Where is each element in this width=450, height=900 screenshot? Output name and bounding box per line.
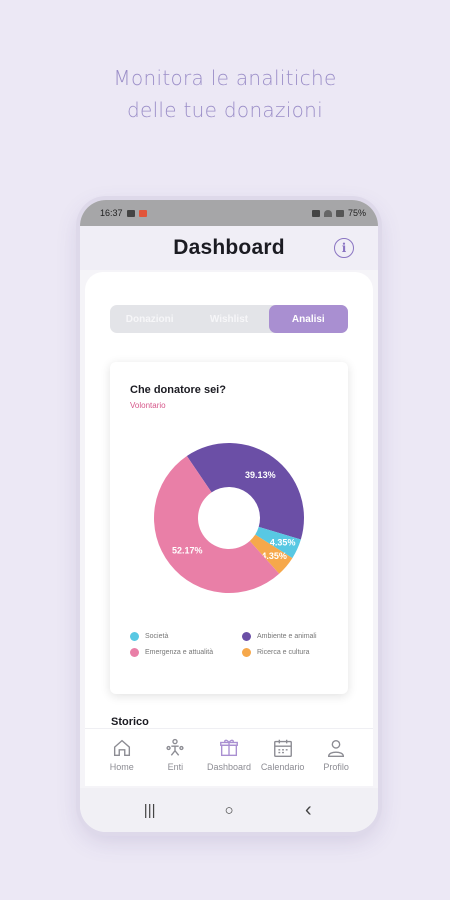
- info-icon[interactable]: i: [334, 238, 354, 258]
- tab-dashboard[interactable]: Dashboard: [202, 729, 256, 786]
- donut-slice-ambiente-e-animali[interactable]: [186, 443, 304, 540]
- tab-enti[interactable]: Enti: [149, 729, 203, 786]
- people-icon: [166, 738, 184, 756]
- tab-analisi[interactable]: Analisi: [268, 305, 348, 333]
- system-nav-bar: ||| ○ ‹: [80, 788, 378, 832]
- promo-line-1: Monitora le analitiche: [113, 66, 337, 90]
- user-icon: [328, 739, 345, 757]
- legend-item: Società: [130, 632, 168, 641]
- tab-enti-label: Enti: [167, 762, 184, 772]
- legend-swatch: [130, 648, 139, 657]
- status-bar: 16:37 75%: [80, 200, 378, 226]
- segmented-control: Donazioni Wishlist Analisi: [110, 305, 348, 333]
- status-time: 16:37: [100, 208, 123, 218]
- donut-label-1: 4.35%: [270, 537, 296, 547]
- app-header: Dashboard i: [80, 226, 378, 270]
- donut-slice-societ-[interactable]: [255, 526, 301, 559]
- card-subtitle: Volontario: [130, 401, 166, 410]
- legend-item: Emergenza e attualità: [130, 648, 213, 657]
- legend-swatch: [130, 632, 139, 641]
- battery-level: 75%: [347, 208, 366, 218]
- notification-icon: [126, 209, 135, 217]
- legend-label: Ambiente e animali: [257, 633, 317, 640]
- home-icon: [113, 739, 130, 757]
- card-title: Che donatore sei?: [130, 384, 226, 396]
- tab-dashboard-label: Dashboard: [206, 762, 251, 772]
- back-button[interactable]: ‹: [304, 798, 312, 821]
- phone-frame: 16:37 75% Dashboard i Donazioni Wishlist…: [80, 200, 378, 832]
- tab-home[interactable]: Home: [95, 729, 149, 786]
- tab-profilo-label: Profilo: [323, 762, 349, 772]
- donut-chart: 39.13% 4.35% 4.35% 52.17%: [154, 443, 304, 593]
- gift-icon: [220, 739, 238, 757]
- bottom-tab-bar: Home Enti Dashboard Calendario Profilo: [85, 728, 373, 786]
- tab-calendario[interactable]: Calendario: [256, 729, 310, 786]
- donut-label-2: 4.35%: [261, 551, 287, 561]
- donut-label-0: 39.13%: [245, 470, 276, 480]
- legend-item: Ricerca e cultura: [242, 648, 310, 657]
- legend-label: Ricerca e cultura: [257, 649, 310, 656]
- alarm-icon: [311, 209, 320, 217]
- donut-slice-ricerca-e-cultura[interactable]: [249, 534, 293, 574]
- donor-type-card: Che donatore sei? Volontario 39.13% 4.35%…: [110, 362, 348, 694]
- signal-icon: [335, 209, 344, 217]
- promo-headline: Monitora le analitiche delle tue donazio…: [0, 62, 450, 126]
- promo-line-2: delle tue donazioni: [126, 98, 324, 122]
- donut-slice-emergenza-e-attualit-[interactable]: [154, 455, 280, 593]
- home-button[interactable]: ○: [224, 801, 234, 819]
- tab-donazioni[interactable]: Donazioni: [125, 313, 174, 325]
- legend-swatch: [242, 632, 251, 641]
- history-section-title: Storico: [111, 716, 149, 728]
- content-panel: Donazioni Wishlist Analisi Che donatore …: [85, 272, 373, 742]
- calendar-icon: [273, 739, 292, 757]
- legend-item: Ambiente e animali: [242, 632, 317, 641]
- legend-label: Emergenza e attualità: [145, 649, 214, 656]
- recents-button[interactable]: |||: [143, 801, 156, 819]
- tab-profilo[interactable]: Profilo: [309, 729, 363, 786]
- wifi-icon: [323, 209, 332, 217]
- tab-wishlist[interactable]: Wishlist: [209, 313, 249, 325]
- tab-calendario-label: Calendario: [260, 762, 305, 772]
- page-title: Dashboard: [173, 236, 285, 259]
- legend-swatch: [242, 648, 251, 657]
- legend-label: Società: [145, 633, 169, 640]
- app-notification-icon: [138, 209, 147, 217]
- donut-label-3: 52.17%: [172, 546, 203, 556]
- tab-home-label: Home: [109, 762, 134, 772]
